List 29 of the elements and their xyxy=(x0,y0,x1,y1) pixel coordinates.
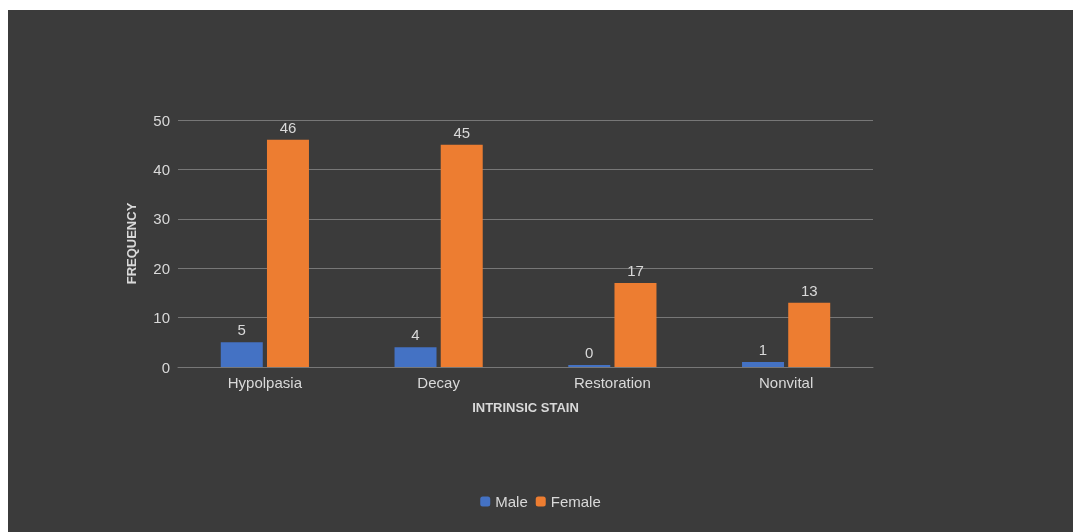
y-tick-label: 40 xyxy=(153,160,170,178)
y-axis-title: FREQUENCY xyxy=(124,202,139,285)
x-tick-label: Hypolpasia xyxy=(227,374,303,391)
y-tick-label: 0 xyxy=(161,358,170,376)
data-label: 1 xyxy=(758,341,768,359)
x-tick-label: Restoration xyxy=(574,374,651,391)
data-label: 5 xyxy=(237,321,246,339)
data-label: 45 xyxy=(453,123,471,141)
data-label: 13 xyxy=(800,281,818,299)
legend-label: Male xyxy=(495,493,528,510)
bar xyxy=(394,347,437,367)
bar xyxy=(266,139,309,367)
data-label: 46 xyxy=(279,118,297,136)
data-label: 0 xyxy=(585,344,594,361)
bar xyxy=(220,342,263,367)
bar xyxy=(440,144,483,367)
bar xyxy=(742,362,785,367)
y-tick-label: 30 xyxy=(153,210,170,228)
y-tick-label: 10 xyxy=(153,309,170,327)
legend-label: Female xyxy=(550,493,601,510)
x-tick-label: Decay xyxy=(417,374,461,391)
x-axis-title: INTRINSIC STAIN xyxy=(472,400,579,415)
bar xyxy=(788,302,831,367)
x-tick-label: Nonvital xyxy=(759,374,814,391)
data-label: 4 xyxy=(411,326,420,344)
y-tick-label: 20 xyxy=(153,259,170,277)
bar xyxy=(614,283,657,367)
data-label: 17 xyxy=(627,262,644,280)
y-tick-label: 50 xyxy=(153,111,170,129)
